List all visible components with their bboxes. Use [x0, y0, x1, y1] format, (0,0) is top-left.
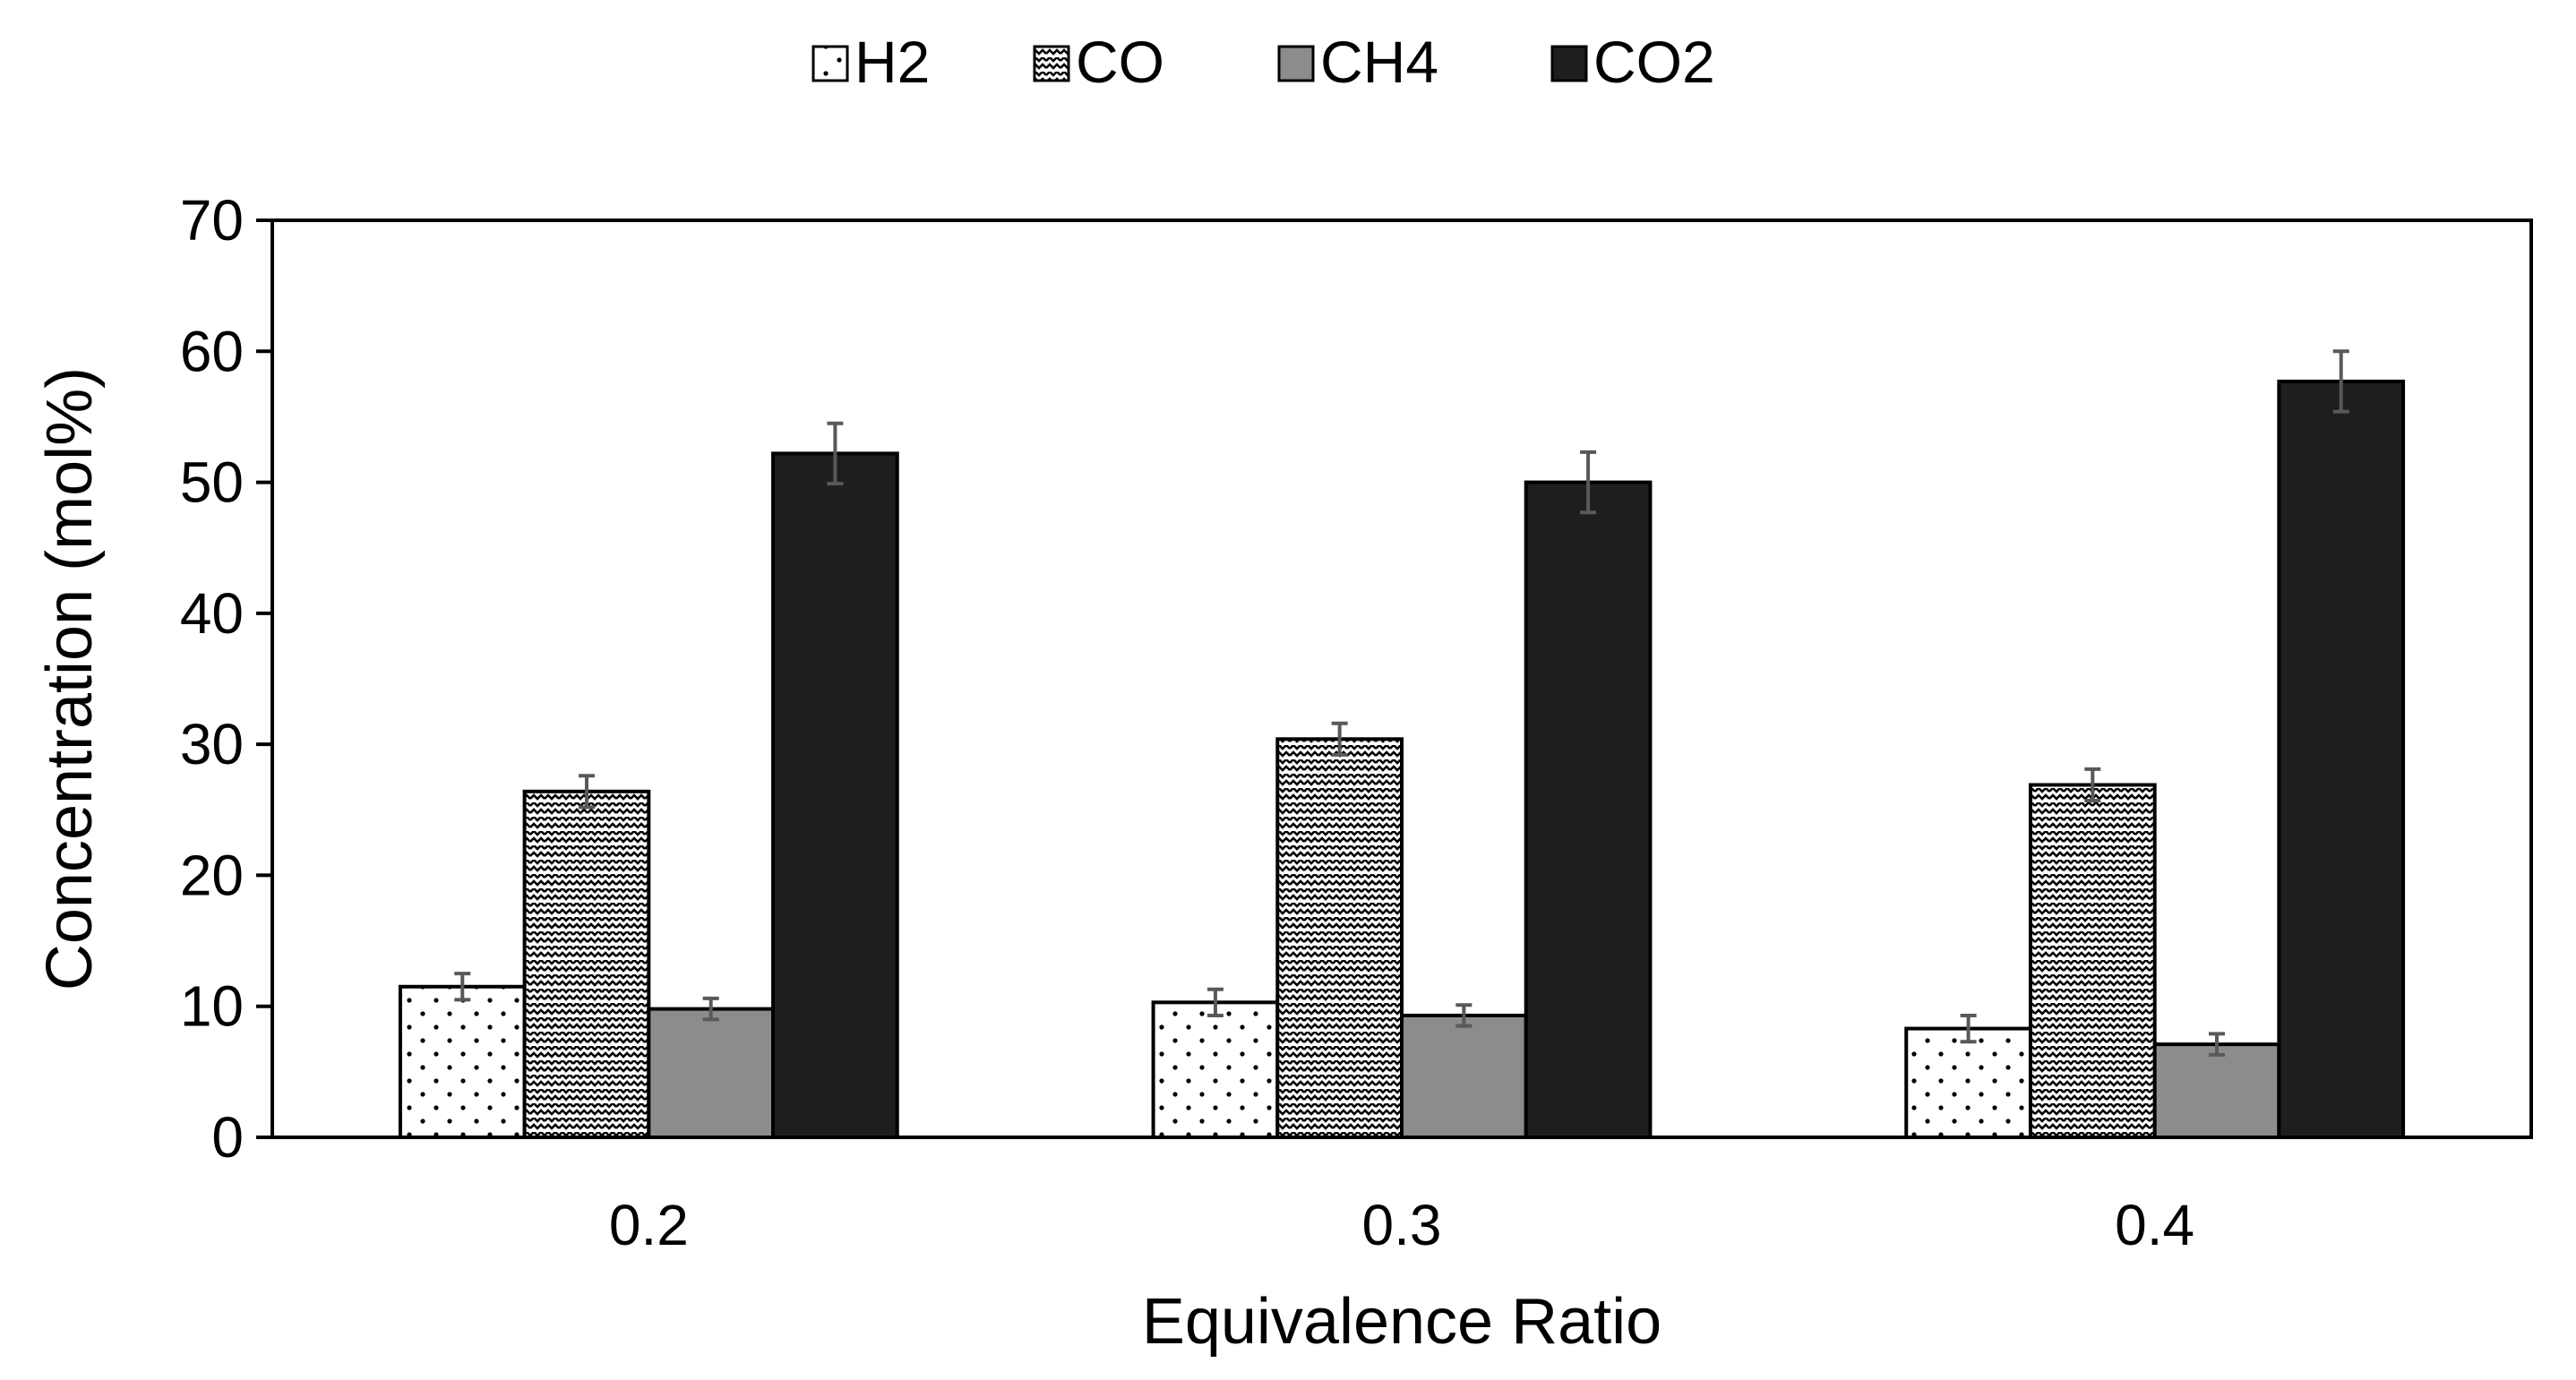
- error-bars-group: [454, 349, 2349, 1057]
- error-bar-co2-0.3: [1580, 450, 1597, 515]
- bar-co-0.4: [2028, 783, 2157, 1140]
- bar-h2-0.4: [1904, 1026, 2032, 1140]
- legend-swatch-co2: [1550, 45, 1588, 82]
- bar-co-0.3: [1275, 737, 1404, 1139]
- error-bar-co2-0.4: [2332, 349, 2349, 414]
- y-tick-label: 10: [180, 974, 244, 1039]
- error-bar-ch4-0.2: [702, 996, 719, 1022]
- bar-co2-0.3: [1524, 480, 1653, 1139]
- bar-co-0.2: [522, 789, 651, 1139]
- legend-swatch-co: [1033, 45, 1070, 82]
- x-tick-label: 0.3: [1362, 1193, 1442, 1257]
- error-bar-h2-0.4: [1960, 1013, 1977, 1044]
- y-tick-label: 20: [180, 843, 244, 907]
- error-bar-ch4-0.4: [2209, 1032, 2226, 1057]
- legend-label-co: CO: [1076, 29, 1164, 95]
- error-bar-co-0.2: [578, 774, 595, 810]
- x-axis-title: Equivalence Ratio: [1142, 1286, 1662, 1358]
- legend-swatch-ch4: [1277, 45, 1315, 82]
- legend-label-ch4: CH4: [1320, 29, 1438, 95]
- error-bar-co-0.4: [2084, 767, 2101, 803]
- bar-h2-0.3: [1151, 1000, 1280, 1139]
- y-axis: 0 10 20 30 40 50 60 70: [180, 188, 272, 1170]
- legend-swatch-h2: [811, 45, 849, 82]
- y-tick-label: 60: [180, 319, 244, 383]
- x-axis: 0.2 0.3 0.4: [609, 1193, 2194, 1257]
- error-bar-co2-0.2: [827, 421, 844, 486]
- bar-ch4-0.2: [647, 1007, 776, 1140]
- y-tick-label: 70: [180, 188, 244, 253]
- legend-label-h2: H2: [854, 29, 930, 95]
- legend-label-co2: CO2: [1593, 29, 1715, 95]
- y-axis-title: Concentration (mol%): [34, 367, 106, 990]
- bar-h2-0.2: [398, 984, 527, 1140]
- bar-co2-0.2: [771, 451, 899, 1140]
- x-tick-label: 0.2: [609, 1193, 689, 1257]
- bars-group: [398, 379, 2406, 1140]
- bar-ch4-0.3: [1400, 1013, 1528, 1140]
- error-bar-h2-0.2: [454, 972, 471, 1002]
- legend: H2 CO CH4 CO2: [811, 29, 1715, 95]
- y-tick-label: 40: [180, 581, 244, 646]
- y-tick-label: 30: [180, 712, 244, 776]
- error-bar-h2-0.3: [1206, 987, 1224, 1017]
- x-tick-label: 0.4: [2115, 1193, 2194, 1257]
- bar-co2-0.4: [2277, 379, 2406, 1139]
- y-tick-label: 0: [211, 1105, 244, 1170]
- bar-ch4-0.4: [2152, 1042, 2281, 1139]
- y-tick-label: 50: [180, 450, 244, 515]
- error-bar-ch4-0.3: [1455, 1003, 1473, 1028]
- error-bar-co-0.3: [1331, 721, 1348, 757]
